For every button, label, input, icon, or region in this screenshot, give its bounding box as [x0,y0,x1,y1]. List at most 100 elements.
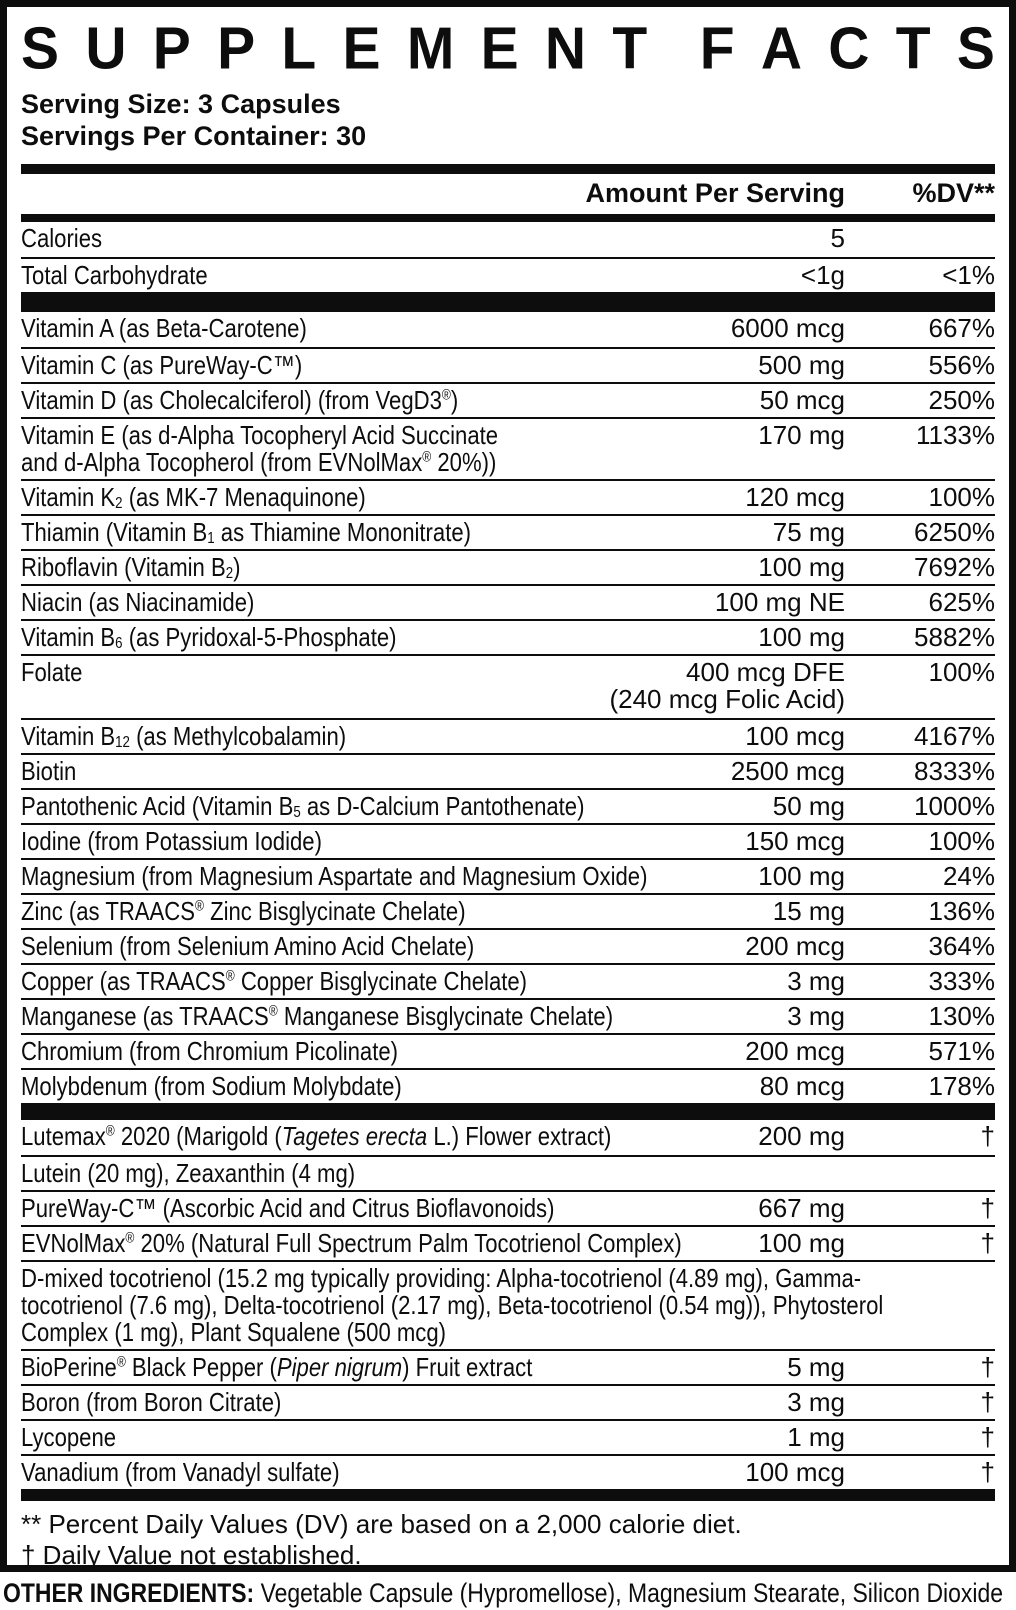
ingredient-row: Vitamin B6 (as Pyridoxal-5-Phosphate) 100… [21,619,995,654]
ingredient-row: Magnesium (from Magnesium Aspartate and … [21,858,995,893]
divider-bar-header [21,214,995,222]
ingredient-name: Magnesium (from Magnesium Aspartate and … [21,861,648,891]
ingredient-name: Vitamin K2 (as MK-7 Menaquinone) [21,482,366,512]
other-ingredients-text: Vegetable Capsule (Hypromellose), Magnes… [254,1578,1003,1608]
footnote-dv-basis: ** Percent Daily Values (DV) are based o… [21,1509,742,1539]
dv-column-header: %DV** [912,178,995,208]
daily-value-percent: 4167% [914,721,995,751]
ingredient-row: Niacin (as Niacinamide) 100 mg NE 625% [21,584,995,619]
ingredient-row: Lutemax® 2020 (Marigold (Tagetes erecta … [21,1120,995,1155]
ingredient-subrow: D-mixed tocotrienol (15.2 mg typically p… [21,1260,995,1349]
ingredient-row: Iodine (from Potassium Iodide) 150 mcg 100… [21,823,995,858]
ingredient-name: Vitamin D (as Cholecalciferol) (from Veg… [21,385,459,415]
footnotes: ** Percent Daily Values (DV) are based o… [21,1501,995,1570]
daily-value-percent: 571% [928,1036,996,1066]
ingredient-row: Thiamin (Vitamin B1 as Thiamine Mononitr… [21,514,995,549]
daily-value-percent: 1000% [914,791,995,821]
amount-per-serving-value: 400 mcg DFE (240 mcg Folic Acid) [609,657,845,714]
ingredient-name: Copper (as TRAACS® Copper Bisglycinate C… [21,966,528,996]
daily-value-percent: † [980,1457,995,1487]
vitamin-mineral-rows: Vitamin A (as Beta-Carotene) 6000 mcg 667%… [21,312,995,1103]
daily-value-percent: 178% [928,1071,996,1101]
ingredient-name: Vitamin B12 (as Methylcobalamin) [21,721,347,751]
daily-value-percent: 100% [928,657,996,687]
ingredient-row: Vanadium (from Vanadyl sulfate) 100 mcg † [21,1454,995,1489]
table-header: Amount Per Serving %DV** [21,174,995,214]
footnote-dagger: † Daily Value not established. [21,1540,362,1570]
amount-per-serving-value: 3 mg [787,1387,845,1417]
other-ingredients-label: OTHER INGREDIENTS: [3,1578,255,1608]
divider-bar-macros [21,292,995,312]
daily-value-percent: 1133% [915,420,995,450]
divider-bar-botanicals [21,1489,995,1501]
ingredient-name: Molybdenum (from Sodium Molybdate) [21,1071,402,1101]
daily-value-percent: 5882% [914,622,995,652]
ingredient-row: Boron (from Boron Citrate) 3 mg † [21,1384,995,1419]
botanical-rows: Lutemax® 2020 (Marigold (Tagetes erecta … [21,1120,995,1489]
amount-per-serving-value: 3 mg [787,1001,845,1031]
daily-value-percent: 667% [928,313,996,343]
ingredient-name: Vitamin E (as d-Alpha Tocopheryl Acid Su… [21,420,499,477]
ingredient-row: Chromium (from Chromium Picolinate) 200 m… [21,1033,995,1068]
ingredient-row: Vitamin C (as PureWay-C™) 500 mg 556% [21,347,995,382]
daily-value-percent: <1% [942,260,995,290]
ingredient-name: PureWay-C™ (Ascorbic Acid and Citrus Bio… [21,1193,555,1223]
amount-per-serving-value: 6000 mcg [730,313,845,343]
ingredient-row: Molybdenum (from Sodium Molybdate) 80 mcg… [21,1068,995,1103]
ingredient-row: Manganese (as TRAACS® Manganese Bisglyci… [21,998,995,1033]
amount-per-serving-value: 100 mg [758,622,845,652]
ingredient-row: Vitamin E (as d-Alpha Tocopheryl Acid Su… [21,417,995,479]
amount-per-serving-value: 500 mg [758,350,845,380]
ingredient-name: Niacin (as Niacinamide) [21,587,255,617]
ingredient-name: Vitamin B6 (as Pyridoxal-5-Phosphate) [21,622,397,652]
ingredient-name: Vitamin A (as Beta-Carotene) [21,313,307,343]
amount-per-serving-value: 200 mcg [745,1036,845,1066]
amount-per-serving-value: 100 mg NE [714,587,845,617]
daily-value-percent: 24% [942,861,995,891]
amount-per-serving-value: 1 mg [787,1422,845,1452]
ingredient-row: Pantothenic Acid (Vitamin B5 as D-Calciu… [21,788,995,823]
serving-size: Serving Size: 3 Capsules [21,89,341,119]
ingredient-name: Lutemax® 2020 (Marigold (Tagetes erecta … [21,1121,612,1151]
daily-value-percent: † [980,1422,995,1452]
daily-value-percent: † [980,1387,995,1417]
ingredient-name: Lycopene [21,1422,117,1452]
servings-per-container: Servings Per Container: 30 [21,121,367,151]
ingredient-name: Lutein (20 mg), Zeaxanthin (4 mg) [21,1158,356,1188]
ingredient-name: EVNolMax® 20% (Natural Full Spectrum Pal… [21,1228,682,1258]
ingredient-row: Folate 400 mcg DFE (240 mcg Folic Acid) 100… [21,654,995,718]
ingredient-name: Pantothenic Acid (Vitamin B5 as D-Calciu… [21,791,585,821]
ingredient-name: Vanadium (from Vanadyl sulfate) [21,1457,340,1487]
daily-value-percent: † [980,1228,995,1258]
daily-value-percent: 625% [928,587,996,617]
amount-per-serving-value: 200 mcg [745,931,845,961]
amount-per-serving-value: 15 mg [772,896,845,926]
daily-value-percent: 250% [928,385,996,415]
amount-per-serving-value: 100 mg [758,861,845,891]
amount-per-serving-value: 3 mg [787,966,845,996]
other-ingredients: OTHER INGREDIENTS: Vegetable Capsule (Hy… [3,1578,1003,1608]
daily-value-percent: 100% [928,826,996,856]
amount-per-serving-value: 100 mg [758,552,845,582]
ingredient-name: Folate [21,657,83,687]
ingredient-row: Vitamin B12 (as Methylcobalamin) 100 mcg 4… [21,718,995,753]
daily-value-percent: † [980,1121,995,1151]
daily-value-percent: 136% [928,896,996,926]
ingredient-row: Copper (as TRAACS® Copper Bisglycinate C… [21,963,995,998]
ingredient-row: Total Carbohydrate <1g <1% [21,257,995,292]
ingredient-name: Iodine (from Potassium Iodide) [21,826,322,856]
ingredient-row: Zinc (as TRAACS® Zinc Bisglycinate Chela… [21,893,995,928]
ingredient-row: Calories 5 [21,222,995,257]
daily-value-percent: 333% [928,966,996,996]
daily-value-percent: 100% [928,482,996,512]
amount-per-serving-value: 100 mg [758,1228,845,1258]
ingredient-name: Zinc (as TRAACS® Zinc Bisglycinate Chela… [21,896,466,926]
amount-per-serving-value: 200 mg [758,1121,845,1151]
ingredient-row: Riboflavin (Vitamin B2) 100 mg 7692% [21,549,995,584]
ingredient-name: Vitamin C (as PureWay-C™) [21,350,303,380]
ingredient-row: EVNolMax® 20% (Natural Full Spectrum Pal… [21,1225,995,1260]
daily-value-percent: † [980,1352,995,1382]
amount-per-serving-value: 170 mg [758,420,845,450]
